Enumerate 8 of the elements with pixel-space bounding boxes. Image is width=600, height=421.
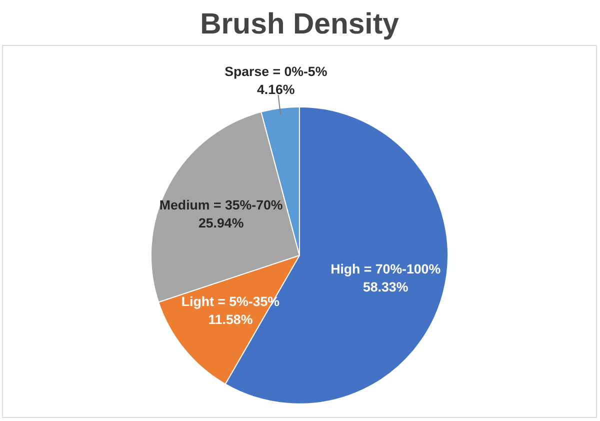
- slice-label: Sparse = 0%-5%: [224, 64, 328, 79]
- slice-label: High = 70%-100%: [330, 261, 441, 276]
- data-label: 11.58%: [208, 312, 253, 327]
- chart-title: Brush Density: [200, 8, 400, 40]
- data-label: 58.33%: [362, 279, 408, 294]
- data-label: 4.16%: [256, 82, 295, 97]
- data-label: 25.94%: [198, 216, 244, 231]
- slice-label: Medium = 35%-70%: [159, 198, 283, 213]
